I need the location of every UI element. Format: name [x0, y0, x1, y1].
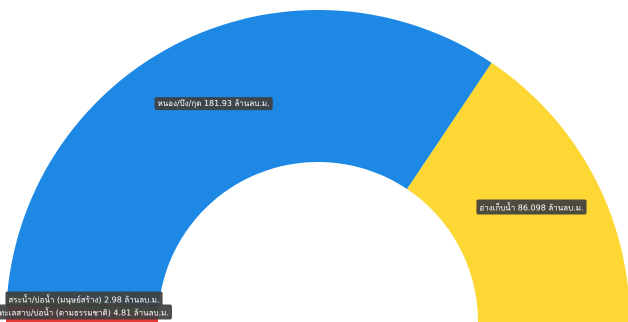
slice-label-2: อ่างเก็บน้ำ 86.098 ล้านลบ.ม. — [476, 199, 587, 215]
slice-1[interactable] — [7, 10, 492, 308]
labels-group: ทะเลสาบ/บ่อน้ำ (ตามธรรมชาติ) 4.81 ล้านลบ… — [0, 97, 587, 320]
svg-text:อ่างเก็บน้ำ 86.098 ล้านลบ.ม.: อ่างเก็บน้ำ 86.098 ล้านลบ.ม. — [479, 202, 583, 213]
slice-label-3: สระน้ำ/บ่อน้ำ (มนุษย์สร้าง) 2.98 ล้านลบ.… — [5, 291, 163, 307]
slice-2[interactable] — [407, 62, 628, 322]
slice-label-4: ทะเลสาบ/บ่อน้ำ (ตามธรรมชาติ) 4.81 ล้านลบ… — [0, 304, 172, 320]
svg-text:หนอง/บึง/กุด 181.93 ล้านลบ.ม.: หนอง/บึง/กุด 181.93 ล้านลบ.ม. — [158, 99, 270, 108]
slice-label-1: หนอง/บึง/กุด 181.93 ล้านลบ.ม. — [154, 97, 273, 111]
svg-text:ทะเลสาบ/บ่อน้ำ (ตามธรรมชาติ) 4: ทะเลสาบ/บ่อน้ำ (ตามธรรมชาติ) 4.81 ล้านลบ… — [0, 307, 169, 318]
slices-group — [6, 10, 628, 322]
svg-text:สระน้ำ/บ่อน้ำ (มนุษย์สร้าง) 2.: สระน้ำ/บ่อน้ำ (มนุษย์สร้าง) 2.98 ล้านลบ.… — [8, 294, 159, 305]
